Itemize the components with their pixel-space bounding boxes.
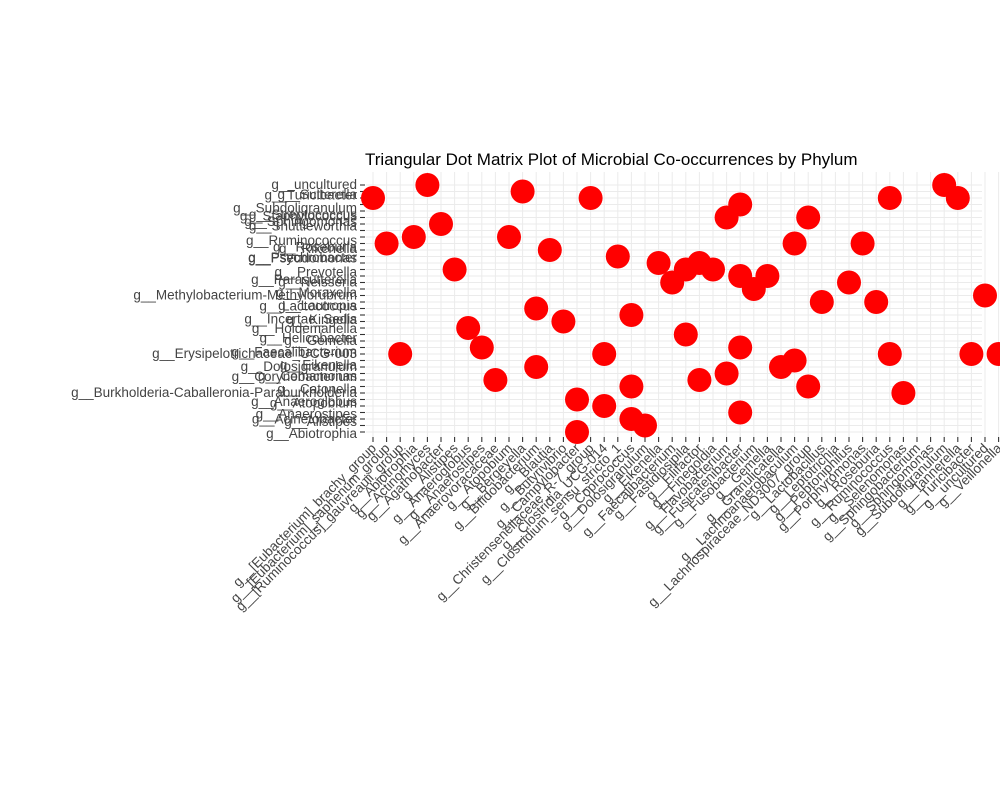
y-tick-label: g__Subdoligranulum <box>233 201 357 216</box>
data-point <box>429 212 453 236</box>
chart-title: Triangular Dot Matrix Plot of Microbial … <box>365 150 858 169</box>
y-tick-label: g__Comamonas <box>258 369 357 384</box>
data-point <box>850 231 875 256</box>
data-point <box>701 257 725 282</box>
data-point <box>633 413 657 438</box>
y-tick-label: g__Prevotella <box>274 265 357 280</box>
y-tick-label: g__Eikenella <box>280 358 358 373</box>
data-point <box>388 342 413 366</box>
y-tick-label: g__Turicibacter <box>264 188 357 203</box>
x-tick-label: g__[Ruminococcus]_gauvreauii_group <box>233 441 407 615</box>
data-point <box>537 238 562 262</box>
data-point <box>864 290 889 314</box>
data-points <box>361 173 1000 444</box>
data-point <box>714 361 739 386</box>
y-tick-label: g__Holdemanella <box>252 321 358 336</box>
data-point <box>755 264 780 288</box>
data-point <box>442 257 467 282</box>
data-point <box>646 251 671 275</box>
data-point <box>361 186 385 210</box>
y-tick-label: g__Methylobacterium-Methylorubrum <box>133 288 357 303</box>
data-point <box>497 225 521 249</box>
y-tick-label: g__Sphingomonas <box>244 214 357 229</box>
y-axis: g__Abiotrophiag__Acinetobacterg__Alistip… <box>71 177 365 441</box>
data-point <box>673 322 698 347</box>
data-point <box>796 205 821 230</box>
y-tick-label: g__Staphylococcus <box>240 209 357 224</box>
data-point <box>401 225 426 249</box>
y-tick-label: g__Acinetobacter <box>252 412 358 427</box>
data-point <box>469 335 494 360</box>
y-tick-label: g__Kingella <box>286 312 357 327</box>
data-point <box>809 290 834 314</box>
y-tick-label: g__Gemella <box>284 333 357 348</box>
data-point <box>592 342 617 366</box>
data-point <box>687 368 712 392</box>
data-point <box>592 394 617 418</box>
data-point <box>959 342 984 366</box>
data-point <box>565 420 589 444</box>
data-point <box>945 186 970 210</box>
y-tick-label: g__Sutterella <box>277 187 357 202</box>
y-tick-label: g__Ruminococcus <box>246 233 357 248</box>
y-tick-label: g__Lautropia <box>278 298 357 313</box>
y-tick-label: g__Atopobium <box>270 396 357 411</box>
data-point <box>619 303 644 327</box>
y-tick-label: g__Anaeroglobus <box>251 394 357 409</box>
y-tick-label: g__Pseudomonas <box>248 251 357 266</box>
data-point <box>973 283 997 308</box>
data-point <box>483 368 508 392</box>
data-point <box>619 374 644 399</box>
y-tick-label: g__Abiotrophia <box>266 426 357 441</box>
y-tick-label: g__Moraxella <box>276 285 358 300</box>
y-tick-label: g__Lactococcus <box>259 299 357 314</box>
data-point <box>374 231 399 256</box>
data-point <box>605 244 630 269</box>
y-tick-label: g__Catonella <box>277 382 357 397</box>
y-tick-label: g__Rikenella <box>279 241 358 256</box>
data-point <box>796 374 821 399</box>
data-point <box>578 186 603 210</box>
data-point <box>551 309 576 334</box>
data-point <box>510 179 535 204</box>
data-point <box>782 348 807 373</box>
data-point <box>524 296 549 321</box>
data-point <box>524 355 549 379</box>
data-point <box>565 387 589 412</box>
data-point <box>877 342 902 366</box>
y-tick-label: g__Shuttleworthia <box>249 219 358 234</box>
data-point <box>728 400 753 425</box>
y-tick-label: g__Helicobacter <box>259 331 357 346</box>
y-tick-label: g__Neisseria <box>278 275 357 290</box>
y-tick-label: g__Erysipelotrichaceae_UCG-003 <box>152 346 357 361</box>
y-tick-label: g__Dolosigranulum <box>241 359 357 374</box>
data-point <box>837 270 861 295</box>
x-tick-label: g__[Eubacterium]_saphenum_group <box>228 441 393 606</box>
y-tick-label: g__Parasutterella <box>251 272 357 287</box>
data-point <box>415 173 440 197</box>
y-tick-label: g__Faecalibacterium <box>232 345 357 360</box>
data-point <box>728 335 753 360</box>
y-tick-label: g__Alistipes <box>284 414 357 429</box>
y-tick-label: g__Burkholderia-Caballeronia-Paraburkhol… <box>71 385 357 400</box>
data-point <box>986 342 1000 366</box>
y-tick-label: g__Anaerostipes <box>256 407 358 422</box>
x-axis: g__[Eubacterium]_brachy_groupg__[Eubacte… <box>228 437 1000 614</box>
y-tick-label: g__Corynebacterium <box>232 369 357 384</box>
y-tick-label: g__uncultured <box>271 177 357 192</box>
y-tick-label: g__Psychrobacter <box>248 250 357 265</box>
y-tick-label: g__Streptococcus <box>249 207 357 222</box>
data-point <box>456 316 481 340</box>
y-tick-label: g__Roseburia <box>273 240 358 255</box>
data-point <box>728 192 753 217</box>
data-point <box>782 231 807 256</box>
y-tick-label: g__Incertae_Sedis <box>244 312 357 327</box>
data-point <box>891 381 916 405</box>
data-point <box>877 186 902 210</box>
